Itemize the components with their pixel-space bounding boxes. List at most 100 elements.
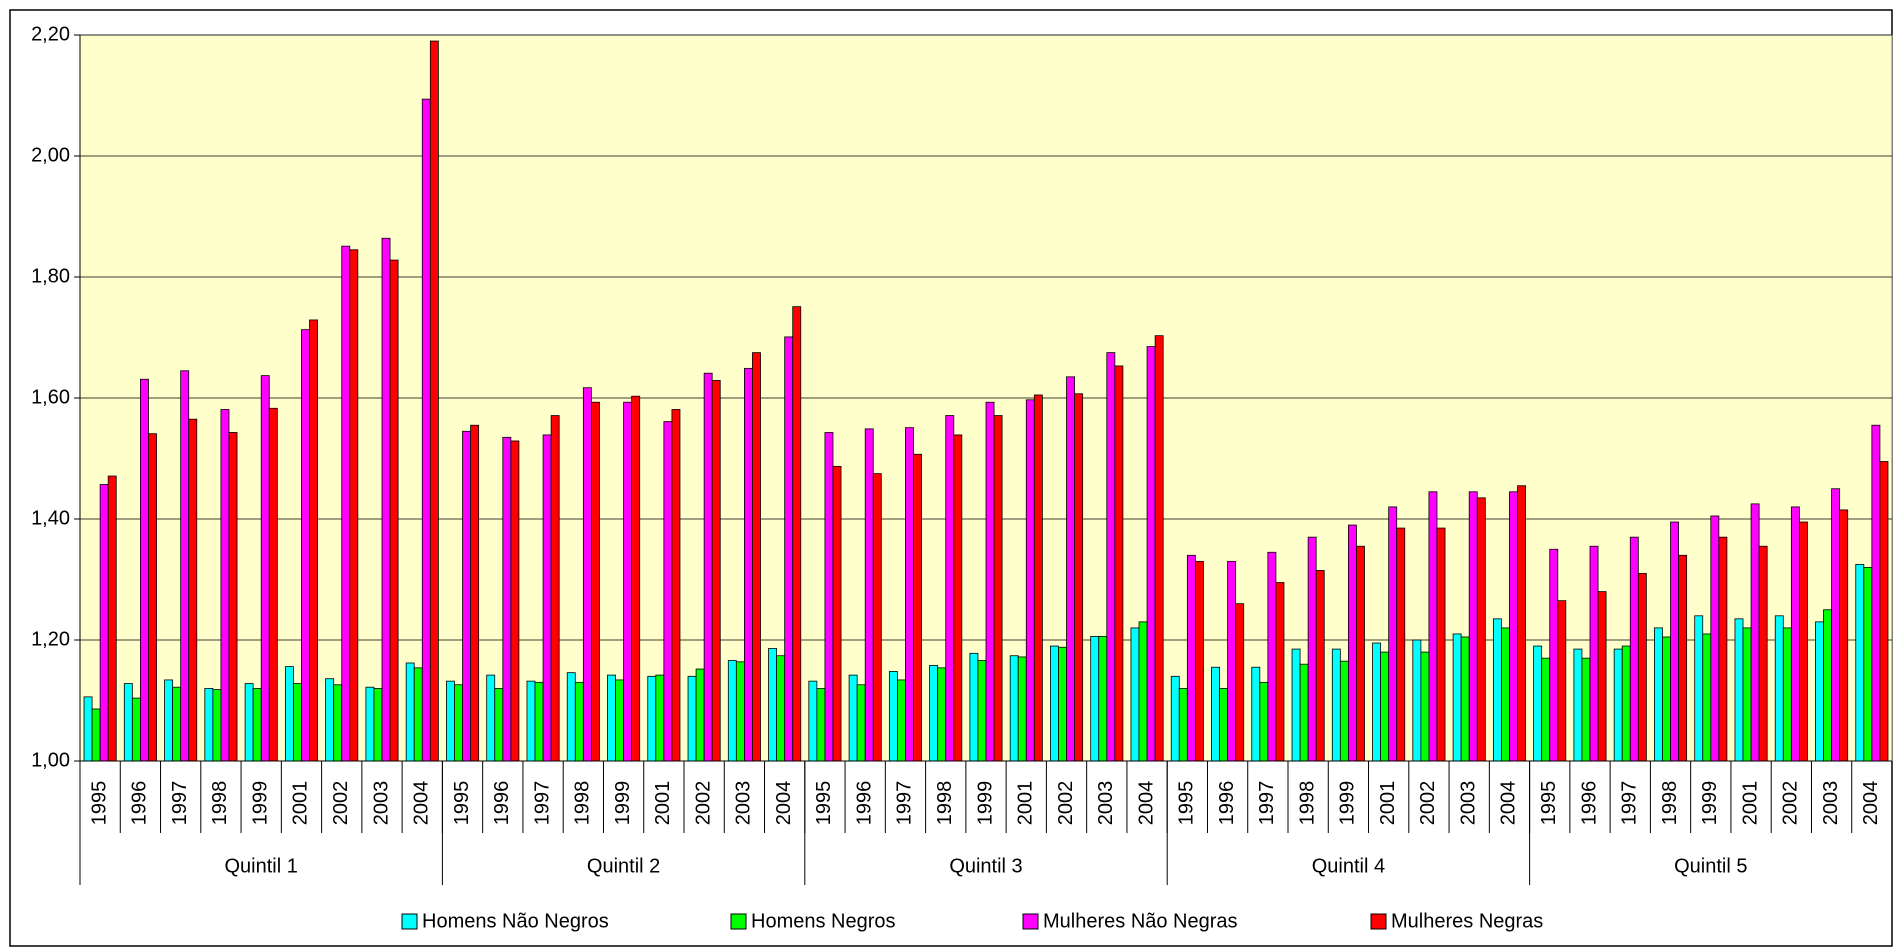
x-tick-label: 1998 (1296, 781, 1318, 826)
bar (1194, 560, 1204, 762)
x-tick-label: 2003 (1457, 781, 1479, 826)
bar (1750, 503, 1760, 762)
bar (204, 688, 214, 762)
bar (373, 688, 383, 762)
group-label: Quintil 4 (1312, 855, 1385, 877)
bar (301, 329, 310, 762)
bar (405, 662, 415, 762)
bar (212, 689, 222, 762)
bar (188, 418, 198, 762)
bar (1541, 657, 1551, 762)
y-tick-label: 1,20 (31, 628, 70, 650)
bar (1549, 548, 1559, 762)
bar (1315, 570, 1325, 762)
bar (1621, 645, 1631, 762)
bar (1815, 621, 1824, 762)
bar (244, 683, 254, 762)
bar (1299, 663, 1309, 762)
y-tick-label: 1,40 (31, 507, 70, 529)
bar (1734, 618, 1744, 762)
legend-label: Mulheres Não Negras (1043, 910, 1238, 932)
x-tick-label: 1999 (612, 781, 634, 826)
bar (284, 666, 294, 762)
x-tick-label: 1999 (1699, 781, 1721, 826)
bar (228, 432, 238, 762)
bar (1597, 591, 1607, 762)
bar (735, 661, 745, 762)
bar (1178, 688, 1188, 762)
bar (510, 440, 520, 762)
bar (1782, 627, 1792, 762)
x-tick-label: 2001 (652, 781, 674, 826)
bar (421, 98, 431, 762)
bar (1388, 506, 1398, 762)
x-tick-label: 2004 (411, 781, 433, 826)
bar (462, 430, 471, 762)
x-tick-label: 2002 (1417, 781, 1439, 826)
bar (1356, 545, 1365, 762)
bar (824, 432, 834, 762)
bar (1009, 655, 1019, 762)
bar (446, 680, 455, 762)
bar (1613, 648, 1623, 762)
bar (1492, 618, 1502, 762)
bar (1251, 666, 1261, 762)
bar (768, 648, 778, 762)
bar (897, 679, 906, 762)
y-tick-label: 2,00 (31, 144, 70, 166)
x-tick-label: 1995 (1176, 781, 1198, 826)
x-tick-label: 2003 (733, 781, 755, 826)
bar (1339, 660, 1349, 762)
bar (969, 652, 979, 762)
bar (1114, 365, 1124, 762)
x-tick-label: 2001 (290, 781, 312, 826)
bar (1396, 527, 1406, 762)
bar (848, 674, 858, 762)
bar (655, 674, 665, 762)
bar (695, 668, 705, 762)
bar (808, 680, 818, 762)
x-tick-label: 2003 (1820, 781, 1842, 826)
bar (486, 674, 496, 762)
bar (1066, 376, 1075, 762)
x-tick-label: 2003 (1095, 781, 1117, 826)
x-tick-label: 2001 (1739, 781, 1761, 826)
bar (389, 259, 399, 762)
bar (1331, 648, 1341, 762)
bar (1662, 636, 1671, 762)
bar (220, 409, 230, 762)
bar (148, 433, 157, 762)
y-tick-label: 1,00 (31, 749, 70, 771)
bar (470, 424, 480, 762)
bar (333, 684, 343, 762)
x-tick-label: 1996 (853, 781, 875, 826)
bar (1058, 646, 1067, 762)
bar (1267, 551, 1277, 762)
bar (341, 245, 351, 762)
bar (1637, 573, 1647, 762)
bar (1468, 491, 1478, 762)
legend-label: Mulheres Negras (1391, 910, 1543, 932)
x-tick-label: 1995 (1538, 781, 1560, 826)
bar (534, 681, 544, 762)
bar (937, 667, 947, 762)
bar (1742, 627, 1752, 762)
bar (647, 675, 657, 762)
bar (413, 667, 423, 762)
bar (550, 415, 560, 762)
bar (1589, 545, 1599, 762)
bar (1025, 399, 1035, 762)
bar (776, 655, 786, 762)
bar (1863, 567, 1873, 762)
bar (1146, 346, 1156, 762)
bar (1581, 657, 1591, 762)
bar (1654, 627, 1663, 762)
bar (1130, 627, 1140, 762)
x-tick-label: 1997 (894, 781, 916, 826)
x-tick-label: 1996 (1216, 781, 1238, 826)
bar (260, 375, 270, 762)
bar (1798, 521, 1808, 762)
bar (1138, 621, 1148, 762)
bar (1275, 582, 1285, 762)
